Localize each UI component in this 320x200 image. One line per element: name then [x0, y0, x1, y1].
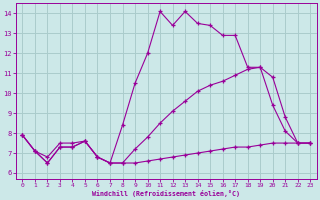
- X-axis label: Windchill (Refroidissement éolien,°C): Windchill (Refroidissement éolien,°C): [92, 190, 240, 197]
